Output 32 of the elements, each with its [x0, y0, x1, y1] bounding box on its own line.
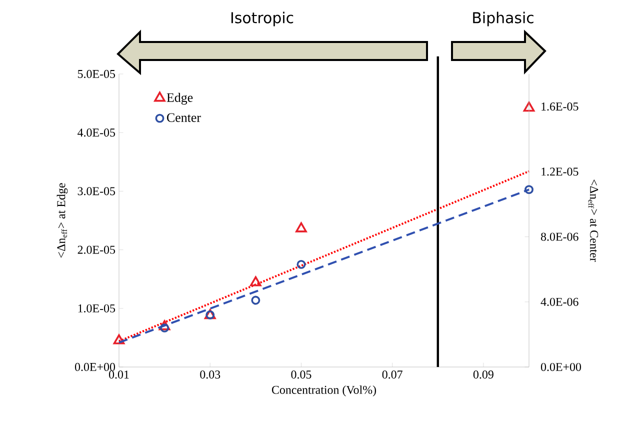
x-tick-label: 0.07	[382, 370, 402, 379]
y-tick-label: 0.0E+00	[74, 362, 116, 372]
point	[524, 185, 534, 194]
y2-tick-label: 1.6E-05	[542, 102, 578, 111]
y2-tick-label: 4.0E-06	[540, 298, 578, 306]
x-tick-label: 0.01	[108, 370, 129, 379]
x-tick-label: 0.09	[473, 370, 494, 379]
point	[296, 260, 306, 269]
legend-label: Edge	[166, 92, 193, 105]
point	[158, 320, 170, 330]
y-tick-label: 3.0E-05	[78, 187, 116, 196]
point	[160, 323, 170, 332]
y2-tick-label: 0.0E+00	[540, 362, 582, 372]
y-tick-label: 1.0E-05	[78, 304, 116, 312]
y-tick-label: 2.0E-05	[78, 246, 116, 254]
point	[113, 334, 125, 344]
x-axis-title: Concentration (Vol%)	[272, 385, 376, 396]
point	[251, 296, 260, 305]
point	[250, 276, 262, 286]
text: Isotropic	[231, 12, 294, 26]
x-tick-label: 0.05	[291, 370, 312, 379]
x-tick-label: 0.03	[200, 370, 220, 379]
y-tick-label: 4.0E-05	[78, 128, 116, 137]
y2-tick-label: 1.2E-05	[542, 168, 578, 176]
point	[523, 102, 535, 112]
y2-axis-title: <Δn$_{eff}$> at Center	[588, 180, 598, 262]
y-tick-label: 5.0E-05	[78, 70, 116, 78]
point	[296, 222, 307, 232]
y-axis-title: <Δn$_{eff}$> at Edge	[56, 183, 68, 258]
legend-label: Center	[167, 113, 201, 122]
text: Biphasic	[473, 12, 534, 26]
y2-tick-label: 8.0E-06	[540, 232, 578, 241]
